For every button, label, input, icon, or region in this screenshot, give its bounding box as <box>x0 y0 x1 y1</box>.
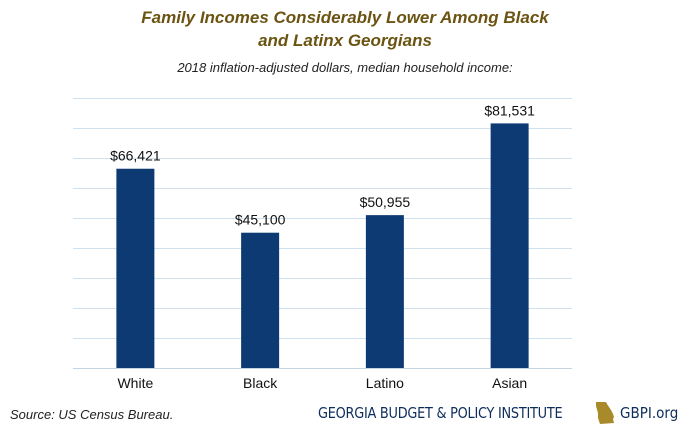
x-tick-label-asian: Asian <box>492 375 527 391</box>
x-tick-label-latino: Latino <box>366 375 404 391</box>
data-labels: $66,421 $45,100 $50,955 $81,531 <box>110 102 535 227</box>
georgia-state-icon <box>596 402 614 424</box>
x-tick-label-black: Black <box>243 375 278 391</box>
data-label-latino: $50,955 <box>360 194 411 210</box>
gridlines <box>73 98 572 369</box>
chart-title-line-1: Family Incomes Considerably Lower Among … <box>141 8 549 27</box>
bar-white <box>116 168 155 368</box>
data-label-white: $66,421 <box>110 148 161 164</box>
data-label-black: $45,100 <box>235 212 286 228</box>
bar-black <box>241 232 280 368</box>
x-axis-ticks: White Black Latino Asian <box>117 375 527 391</box>
gbpi-logo: GEORGIA BUDGET & POLICY INSTITUTE GBPI.o… <box>318 398 685 428</box>
logo-name: GEORGIA BUDGET & POLICY INSTITUTE <box>318 404 563 422</box>
source-note: Source: US Census Bureau. <box>10 407 174 422</box>
chart-subtitle: 2018 inflation-adjusted dollars, median … <box>177 60 513 75</box>
chart-title-line-2: and Latinx Georgians <box>258 31 432 50</box>
chart-title: Family Incomes Considerably Lower Among … <box>0 6 690 52</box>
x-tick-label-white: White <box>117 375 153 391</box>
logo-url: GBPI.org <box>620 404 679 422</box>
data-label-asian: $81,531 <box>484 102 535 118</box>
bar-latino <box>365 215 404 368</box>
bar-asian <box>490 123 529 368</box>
bars <box>116 123 529 368</box>
